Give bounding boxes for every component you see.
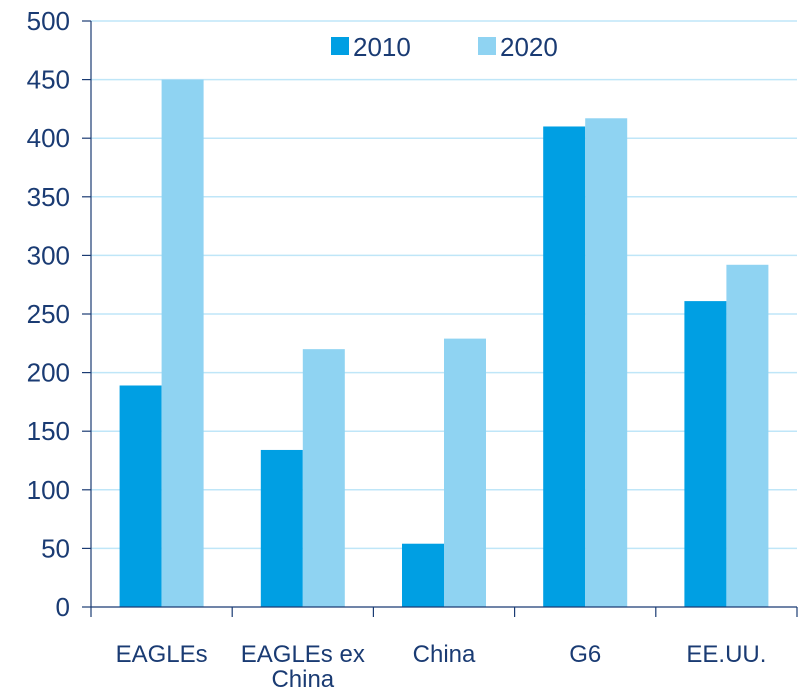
y-tick-label: 100 [27,475,70,505]
bar-2020-0 [161,79,204,608]
legend-swatch-2010 [331,37,349,55]
y-tick-label: 250 [27,299,70,329]
x-tick-label: EAGLEs [116,641,208,668]
bar-2020-3 [585,118,628,607]
bar-2010-4 [684,301,727,607]
y-tick-label: 400 [27,123,70,153]
y-tick-label: 0 [56,592,70,622]
legend: 2010 2020 [331,32,558,62]
bars [119,79,769,608]
bar-2020-1 [302,349,345,607]
bar-2010-0 [119,385,162,607]
x-tick-label: G6 [569,641,601,668]
y-tick-labels: 0 50 100 150 200 250 300 350 400 450 500 [27,6,70,622]
y-tick-label: 200 [27,358,70,388]
x-tick-label: China [413,641,476,668]
bar-2010-3 [543,126,586,607]
x-tick-label: China [271,666,334,692]
legend-swatch-2020 [478,37,496,55]
x-tick-label: EE.UU. [686,641,766,668]
x-tick-label: EAGLEs ex [241,641,365,668]
bar-2020-4 [726,264,769,607]
y-tick-label: 300 [27,240,70,270]
y-tick-label: 350 [27,182,70,212]
bar-2020-2 [444,338,486,607]
y-tick-label: 450 [27,65,70,95]
y-tick-label: 500 [27,6,70,36]
bar-2010-2 [402,543,444,607]
y-tick-label: 150 [27,416,70,446]
bar-2010-1 [260,449,303,607]
legend-label: 2010 [353,32,411,62]
legend-label: 2020 [500,32,558,62]
axes [82,20,798,617]
y-tick-label: 50 [41,533,70,563]
gridlines [91,20,797,550]
